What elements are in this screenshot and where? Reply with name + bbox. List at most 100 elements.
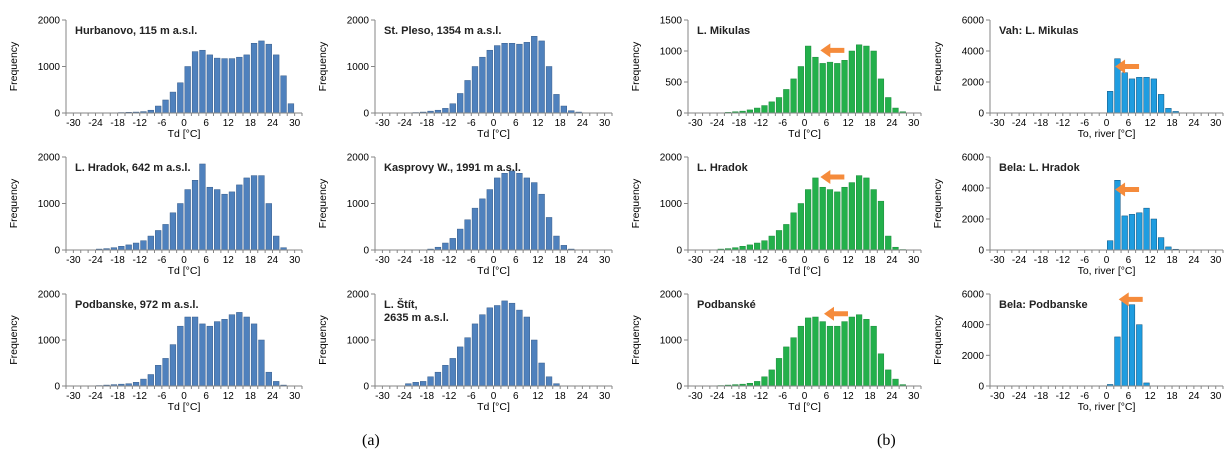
- bar: [783, 89, 790, 114]
- bar: [214, 321, 221, 387]
- x-tick-label: -30: [990, 255, 1005, 266]
- x-tick-label: 30: [1210, 118, 1222, 129]
- bar: [449, 238, 456, 251]
- y-tick-label: 0: [978, 382, 984, 393]
- bar: [508, 170, 516, 251]
- x-tick-label: 0: [802, 391, 808, 402]
- x-axis-label: Td [°C]: [788, 128, 821, 140]
- y-tick-label: 1000: [347, 336, 370, 347]
- x-tick-label: 18: [555, 255, 567, 266]
- bar: [856, 175, 863, 251]
- chart-title: L. Hradok: [697, 162, 749, 174]
- x-tick-label: 24: [577, 255, 589, 266]
- bar: [553, 235, 560, 251]
- bar: [457, 346, 464, 387]
- x-tick-label: -18: [1034, 391, 1049, 402]
- y-axis-label: Frequency: [932, 41, 944, 91]
- bar: [805, 317, 812, 387]
- x-tick-label: 18: [864, 391, 876, 402]
- bar: [863, 319, 870, 387]
- bar: [826, 189, 834, 251]
- bar: [479, 56, 486, 114]
- bar: [523, 42, 530, 114]
- bar: [199, 323, 206, 387]
- bar: [228, 191, 236, 251]
- x-tick-label: 0: [1104, 391, 1110, 402]
- bar: [162, 358, 169, 387]
- x-tick-label: 6: [513, 391, 519, 402]
- bar: [848, 50, 855, 114]
- x-axis-label: Td [°C]: [788, 401, 821, 413]
- chart-title: L. Hradok, 642 m a.s.l.: [75, 162, 191, 174]
- bar: [221, 319, 228, 387]
- bar: [508, 302, 516, 387]
- bar: [783, 346, 790, 387]
- caption-a: (a): [362, 432, 380, 449]
- bar: [250, 43, 258, 114]
- y-tick-label: 0: [363, 246, 369, 257]
- bar: [790, 78, 797, 114]
- bar: [870, 325, 877, 387]
- bar: [841, 321, 848, 387]
- bar: [754, 381, 761, 387]
- bar: [449, 358, 456, 387]
- bar: [494, 45, 501, 114]
- bar: [826, 61, 834, 114]
- y-tick-label: 0: [676, 246, 682, 257]
- chart-podbanske: 0 1000 2000 -30 -24 -18 -12 -6 0 6 12 18 24 30 Td [°C]…: [8, 290, 303, 413]
- x-tick-label: -18: [1034, 118, 1049, 129]
- bar: [449, 103, 456, 114]
- bar: [214, 57, 221, 114]
- bar: [147, 374, 154, 387]
- y-tick-label: 6000: [962, 153, 985, 164]
- x-tick-label: 12: [1145, 255, 1157, 266]
- x-tick-label: 30: [908, 118, 920, 129]
- y-tick-label: 2000: [347, 153, 370, 164]
- bar: [243, 177, 250, 251]
- chart-title: Vah: L. Mikulas: [999, 25, 1078, 37]
- bar: [1136, 324, 1143, 387]
- y-tick-label: 0: [676, 109, 682, 120]
- bar: [273, 235, 280, 251]
- chart-title: Bela: Podbanske: [999, 299, 1088, 311]
- bar: [140, 240, 147, 251]
- bar: [1114, 336, 1121, 387]
- chart-b_bela_lhradok: 0 2000 4000 6000 -30 -24 -18 -12 -6 0 6 12 18 24 30 To,…: [932, 153, 1224, 277]
- y-tick-label: 1000: [347, 62, 370, 73]
- x-tick-label: -24: [88, 118, 103, 129]
- x-tick-label: 24: [886, 255, 898, 266]
- bar: [877, 78, 885, 114]
- bar: [856, 44, 863, 114]
- bar: [486, 49, 493, 114]
- bar: [754, 107, 761, 114]
- bar: [501, 173, 508, 251]
- chart-stpleso: 0 1000 2000 -30 -24 -18 -12 -6 0 6 12 18 24 30 Td [°C]…: [317, 16, 613, 140]
- bar: [863, 45, 870, 114]
- x-tick-label: 18: [555, 391, 567, 402]
- bar: [761, 105, 768, 114]
- x-tick-label: 30: [908, 255, 920, 266]
- x-tick-label: 30: [1210, 255, 1222, 266]
- bar: [132, 242, 140, 251]
- x-tick-label: 6: [824, 118, 830, 129]
- bar: [442, 108, 449, 114]
- bar: [1143, 207, 1150, 251]
- bar: [754, 242, 761, 251]
- x-tick-label: 12: [532, 391, 544, 402]
- bar: [1136, 212, 1143, 251]
- bar: [805, 45, 812, 114]
- x-tick-label: 24: [267, 255, 279, 266]
- bar: [162, 224, 169, 251]
- bar: [206, 325, 213, 387]
- bar: [553, 94, 560, 114]
- bar: [834, 191, 841, 251]
- y-tick-label: 2000: [660, 153, 683, 164]
- x-tick-label: 6: [513, 255, 519, 266]
- y-tick-label: 6000: [962, 290, 985, 301]
- x-tick-label: -24: [1012, 255, 1027, 266]
- y-tick-label: 2000: [347, 16, 370, 27]
- x-tick-label: -18: [732, 391, 747, 402]
- bar: [1107, 91, 1114, 114]
- x-tick-label: -18: [732, 118, 747, 129]
- bar: [856, 314, 863, 387]
